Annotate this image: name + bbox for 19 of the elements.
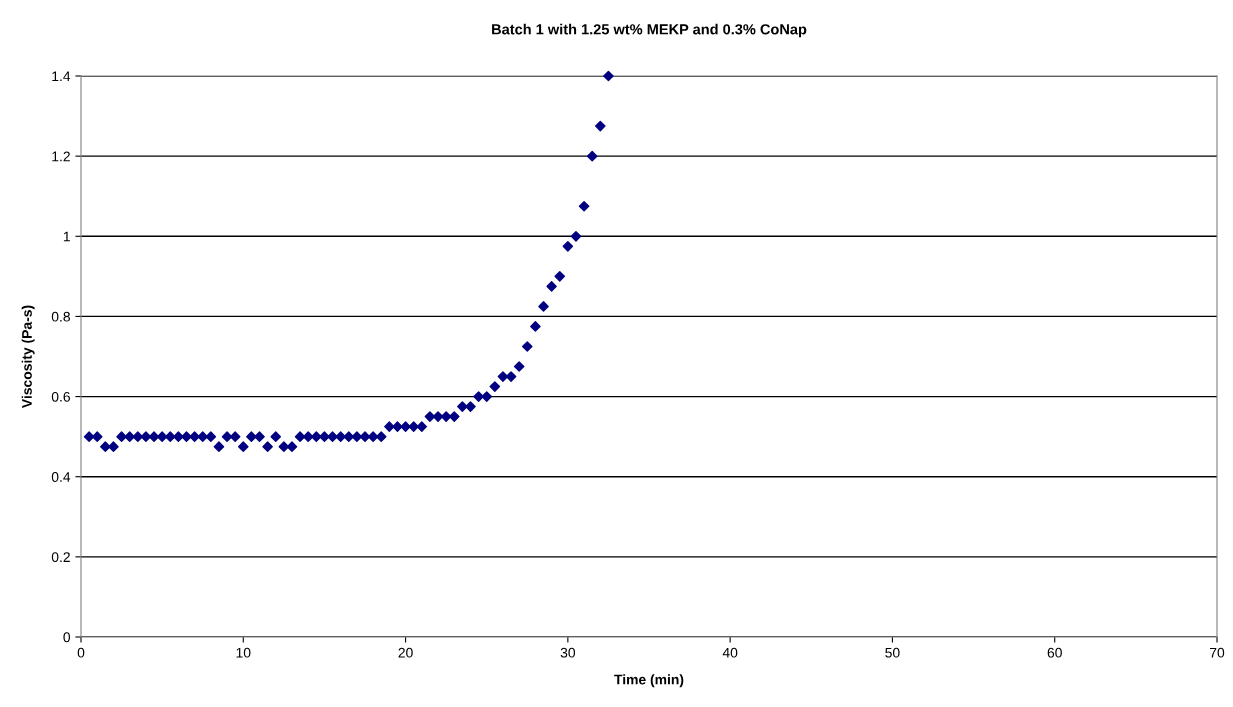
x-axis-title: Time (min) bbox=[614, 674, 684, 688]
y-tick-label: 1.2 bbox=[52, 151, 70, 162]
x-tick-label: 50 bbox=[885, 647, 900, 658]
x-tick-label: 30 bbox=[560, 647, 576, 658]
x-tick-label: 10 bbox=[236, 647, 251, 658]
x-tick-label: 40 bbox=[722, 647, 738, 658]
chart-title: Batch 1 with 1.25 wt% MEKP and 0.3% CoNap bbox=[492, 23, 807, 38]
x-tick-label: 20 bbox=[398, 647, 413, 658]
y-tick-label: 0.4 bbox=[51, 472, 71, 482]
y-axis-title: Viscosity (Pa-s) bbox=[21, 305, 35, 408]
y-tick-label: 0.2 bbox=[51, 552, 70, 563]
x-tick-label: 0 bbox=[77, 647, 85, 658]
y-tick-label: 0.6 bbox=[51, 391, 70, 402]
y-tick-label: 0.8 bbox=[51, 311, 70, 322]
x-tick-label: 70 bbox=[1209, 647, 1225, 658]
y-tick-label: 1.4 bbox=[52, 71, 71, 82]
x-tick-label: 60 bbox=[1047, 647, 1062, 658]
y-tick-label: 1 bbox=[63, 231, 70, 242]
y-tick-label: 0 bbox=[63, 632, 71, 643]
